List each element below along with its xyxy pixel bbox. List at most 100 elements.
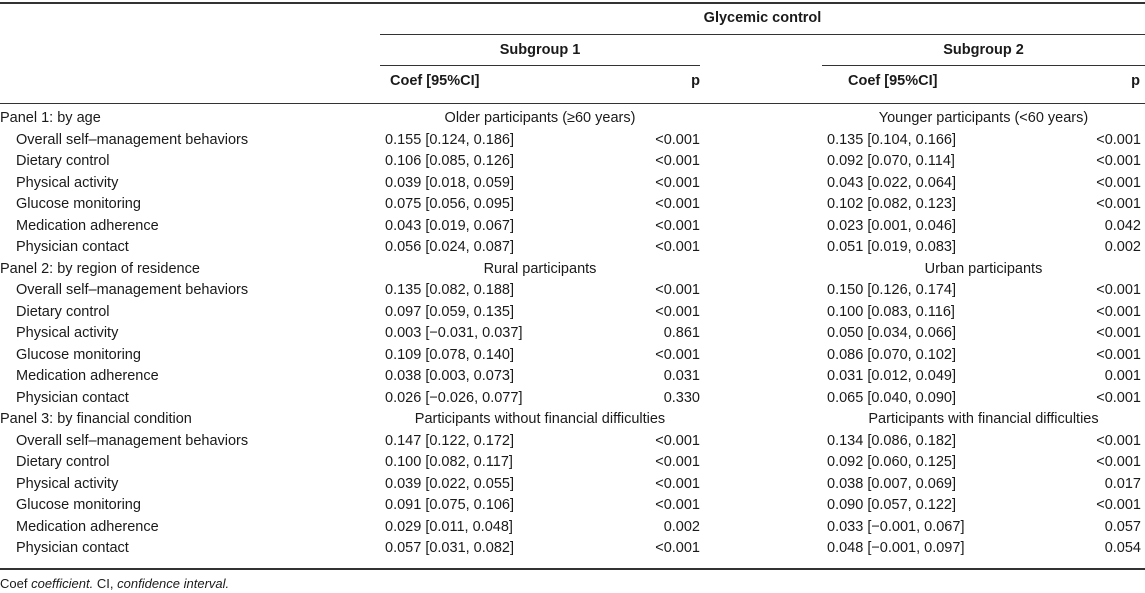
p-value-subgroup1: 0.031	[663, 368, 700, 384]
p-value-subgroup2: <0.001	[1096, 389, 1141, 406]
coef-ci-subgroup1: 0.091 [0.075, 0.106]	[385, 497, 514, 513]
subgroup2-header: Subgroup 2	[943, 42, 1024, 58]
footnote: Coef coefficient. CI, confidence interva…	[0, 576, 229, 591]
row-label: Physical activity	[16, 325, 119, 341]
coef-ci-subgroup1: 0.106 [0.085, 0.126]	[385, 153, 514, 169]
p-value-subgroup1: <0.001	[655, 131, 700, 148]
p-value-subgroup2: <0.001	[1096, 174, 1141, 191]
p-value-subgroup1: <0.001	[655, 540, 700, 556]
coef-ci-subgroup1: 0.155 [0.124, 0.186]	[385, 131, 514, 148]
p-value-subgroup1: <0.001	[655, 153, 700, 169]
coef-ci-subgroup1: 0.100 [0.082, 0.117]	[385, 454, 513, 470]
p-value-subgroup1: <0.001	[655, 239, 700, 255]
row-label: Medication adherence	[16, 518, 159, 535]
coef-ci-subgroup2: 0.050 [0.034, 0.066]	[827, 325, 956, 341]
p-value-subgroup2: <0.001	[1096, 153, 1141, 169]
coef-ci-subgroup2: 0.033 [−0.001, 0.067]	[827, 518, 965, 535]
row-label: Physical activity	[16, 475, 119, 492]
p-value-subgroup2: <0.001	[1096, 454, 1141, 470]
coef-ci-subgroup1: 0.039 [0.018, 0.059]	[385, 174, 514, 191]
coef-ci-subgroup2: 0.038 [0.007, 0.069]	[827, 475, 956, 492]
coef-ci-subgroup1: 0.043 [0.019, 0.067]	[385, 217, 514, 234]
p-header-2: p	[1131, 73, 1140, 89]
row-label: Overall self–management behaviors	[16, 131, 249, 148]
p-value-subgroup1: <0.001	[655, 217, 700, 234]
p-value-subgroup2: <0.001	[1096, 282, 1141, 298]
row-label: Glucose monitoring	[16, 196, 141, 212]
p-value-subgroup2: 0.001	[1104, 368, 1141, 384]
p-value-subgroup2: 0.017	[1104, 475, 1141, 492]
row-label: Medication adherence	[16, 368, 159, 384]
coef-ci-subgroup1: 0.097 [0.059, 0.135]	[385, 303, 514, 320]
p-value-subgroup2: <0.001	[1096, 196, 1141, 212]
coef-ci-subgroup2: 0.023 [0.001, 0.046]	[827, 217, 956, 234]
subgroup2-population: Participants with financial difficulties	[868, 411, 1099, 427]
row-label: Overall self–management behaviors	[16, 282, 249, 298]
coef-ci-subgroup2: 0.065 [0.040, 0.090]	[827, 389, 956, 406]
p-value-subgroup1: <0.001	[655, 303, 700, 320]
p-value-subgroup1: <0.001	[655, 497, 700, 513]
coef-ci-subgroup2: 0.150 [0.126, 0.174]	[827, 282, 956, 298]
coef-ci-subgroup2: 0.043 [0.022, 0.064]	[827, 174, 956, 191]
p-value-subgroup1: <0.001	[655, 196, 700, 212]
group-title: Glycemic control	[703, 10, 822, 26]
subgroup2-population: Younger participants (<60 years)	[878, 110, 1089, 126]
coef-ci-subgroup1: 0.075 [0.056, 0.095]	[385, 196, 514, 212]
coef-ci-subgroup2: 0.134 [0.086, 0.182]	[827, 432, 956, 449]
subgroup2-rule	[822, 65, 1145, 66]
p-value-subgroup1: <0.001	[655, 454, 700, 470]
p-value-subgroup2: 0.002	[1104, 239, 1141, 255]
p-value-subgroup1: <0.001	[655, 432, 700, 449]
subgroup1-population: Participants without financial difficult…	[414, 411, 666, 427]
p-value-subgroup2: <0.001	[1096, 346, 1141, 363]
table-bottom-rule	[0, 568, 1145, 570]
row-label: Physician contact	[16, 540, 129, 556]
coef-ci-subgroup2: 0.048 [−0.001, 0.097]	[827, 540, 965, 556]
table-top-rule	[0, 2, 1145, 4]
coef-ci-subgroup2: 0.031 [0.012, 0.049]	[827, 368, 956, 384]
row-label: Dietary control	[16, 153, 110, 169]
row-label: Glucose monitoring	[16, 497, 141, 513]
row-label: Glucose monitoring	[16, 346, 141, 363]
panel-label: Panel 1: by age	[0, 110, 101, 126]
p-value-subgroup2: <0.001	[1096, 497, 1141, 513]
footnote-coef-abbr: Coef	[0, 576, 28, 591]
p-value-subgroup2: <0.001	[1096, 325, 1141, 341]
row-label: Physician contact	[16, 389, 129, 406]
p-value-subgroup1: <0.001	[655, 475, 700, 492]
p-value-subgroup2: <0.001	[1096, 303, 1141, 320]
coef-ci-subgroup2: 0.102 [0.082, 0.123]	[827, 196, 956, 212]
p-value-subgroup2: <0.001	[1096, 432, 1141, 449]
coef-header-2: Coef [95%CI]	[848, 73, 938, 89]
p-value-subgroup1: <0.001	[655, 346, 700, 363]
subgroup1-population: Older participants (≥60 years)	[444, 110, 636, 126]
header-bottom-rule	[0, 103, 1145, 104]
coef-ci-subgroup1: 0.029 [0.011, 0.048]	[385, 518, 513, 535]
p-value-subgroup1: <0.001	[655, 282, 700, 298]
subgroup2-population: Urban participants	[924, 260, 1043, 277]
subgroup1-population: Rural participants	[483, 260, 597, 277]
coef-ci-subgroup1: 0.057 [0.031, 0.082]	[385, 540, 514, 556]
coef-ci-subgroup2: 0.092 [0.070, 0.114]	[827, 153, 955, 169]
coef-ci-subgroup1: 0.039 [0.022, 0.055]	[385, 475, 514, 492]
p-value-subgroup2: 0.057	[1104, 518, 1141, 535]
p-header-1: p	[691, 73, 700, 89]
row-label: Dietary control	[16, 454, 110, 470]
panel-label: Panel 3: by financial condition	[0, 411, 192, 427]
group-title-rule	[380, 34, 1145, 35]
p-value-subgroup2: <0.001	[1096, 131, 1141, 148]
coef-ci-subgroup2: 0.092 [0.060, 0.125]	[827, 454, 956, 470]
coef-ci-subgroup1: 0.056 [0.024, 0.087]	[385, 239, 514, 255]
coef-header-1: Coef [95%CI]	[390, 73, 480, 89]
coef-ci-subgroup1: 0.135 [0.082, 0.188]	[385, 282, 514, 298]
p-value-subgroup2: 0.054	[1104, 540, 1141, 556]
coef-ci-subgroup1: 0.109 [0.078, 0.140]	[385, 346, 514, 363]
footnote-coef-def: coefficient.	[31, 576, 94, 591]
coef-ci-subgroup2: 0.086 [0.070, 0.102]	[827, 346, 956, 363]
footnote-ci-def: confidence interval.	[117, 576, 230, 591]
coef-ci-subgroup1: 0.003 [−0.031, 0.037]	[385, 325, 523, 341]
p-value-subgroup1: 0.002	[663, 518, 700, 535]
coef-ci-subgroup1: 0.038 [0.003, 0.073]	[385, 368, 514, 384]
coef-ci-subgroup2: 0.051 [0.019, 0.083]	[827, 239, 956, 255]
p-value-subgroup1: 0.861	[663, 325, 700, 341]
